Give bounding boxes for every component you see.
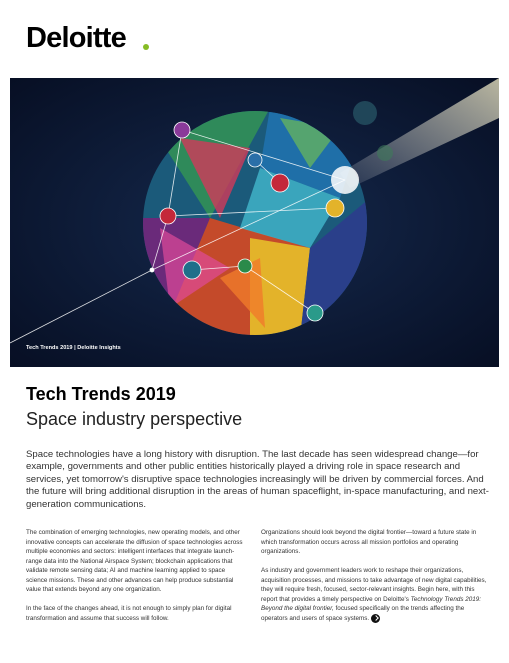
- paragraph: The combination of emerging technologies…: [26, 528, 248, 595]
- text: As industry and government leaders work …: [261, 567, 487, 603]
- paragraph: Organizations should look beyond the dig…: [261, 528, 489, 557]
- text: In the face of the changes ahead, it is …: [26, 605, 232, 622]
- italic-text: Technology Trends 2019: Beyond the digit…: [261, 595, 481, 613]
- paragraph: As industry and government leaders work …: [261, 566, 489, 623]
- intro-paragraph: Space technologies have a long history w…: [26, 449, 489, 510]
- text: focused specifically on the trends affec…: [261, 605, 465, 622]
- hero-caption: Tech Trends 2019 | Deloitte Insights: [26, 345, 121, 351]
- subtitle: Space industry perspective: [26, 409, 243, 429]
- column: Organizations should look beyond the dig…: [261, 528, 489, 633]
- column: The combination of emerging technologies…: [26, 528, 248, 633]
- logo-dot: [143, 44, 149, 50]
- hero-image: [10, 78, 499, 367]
- text: The combination of emerging technologies…: [26, 529, 243, 593]
- logo: Deloitte: [26, 22, 127, 54]
- text: Organizations should look beyond the dig…: [261, 529, 477, 555]
- arrow-icon[interactable]: [371, 613, 381, 623]
- title: Tech Trends 2019: [26, 384, 176, 404]
- paragraph: In the face of the changes ahead, it is …: [26, 604, 248, 623]
